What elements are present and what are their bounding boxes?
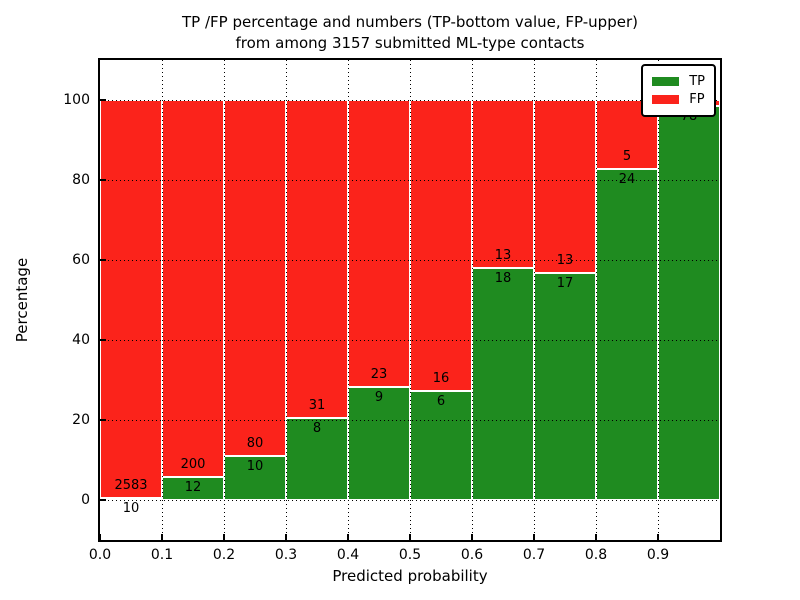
y-axis-label: Percentage	[13, 257, 31, 343]
legend-label: FP	[689, 92, 705, 107]
x-tick-mark	[347, 534, 349, 540]
y-tick-label: 100	[63, 92, 90, 108]
bar-fp-segment	[100, 100, 162, 499]
bar-tp-segment	[472, 267, 534, 500]
x-gridline	[162, 60, 163, 540]
bar-fp-segment	[410, 100, 472, 391]
x-tick-mark	[533, 534, 535, 540]
bar-tp-segment	[348, 387, 410, 500]
x-tick-label: 0.5	[398, 547, 422, 563]
x-tick-mark	[409, 534, 411, 540]
tp-count-label: 10	[246, 458, 264, 474]
bar-tp-segment	[224, 455, 286, 500]
x-tick-mark	[223, 534, 225, 540]
bar-fp-segment	[534, 100, 596, 274]
bar-fp-segment	[286, 100, 348, 418]
legend-label: TP	[689, 74, 705, 89]
bar-tp-segment	[534, 273, 596, 500]
bar-fp-segment	[162, 100, 224, 478]
x-gridline	[410, 60, 411, 540]
y-tick-label: 40	[72, 332, 90, 348]
x-tick-mark	[657, 534, 659, 540]
bar-fp-segment	[348, 100, 410, 388]
bar-tp-segment	[410, 390, 472, 500]
x-tick-label: 0.1	[150, 547, 174, 563]
x-gridline	[348, 60, 349, 540]
tp-count-label: 18	[494, 270, 512, 286]
x-tick-label: 0.3	[274, 547, 298, 563]
plot-area: 2583102001280103182391661318131752478 TP…	[98, 58, 722, 542]
y-tick-label: 20	[72, 412, 90, 428]
bar-fp-segment	[472, 100, 534, 268]
y-tick-mark	[100, 179, 106, 181]
x-gridline	[472, 60, 473, 540]
fp-legend-swatch	[652, 95, 680, 104]
tp-count-label: 10	[122, 501, 140, 517]
x-tick-label: 0.0	[88, 547, 112, 563]
bar-tp-segment	[596, 168, 658, 500]
tp-count-label: 8	[312, 420, 322, 436]
fp-count-label: 31	[308, 397, 326, 413]
x-tick-label: 0.9	[646, 547, 670, 563]
x-tick-mark	[471, 534, 473, 540]
x-tick-label: 0.8	[584, 547, 608, 563]
legend-item: TP	[652, 74, 705, 89]
legend-item: FP	[652, 92, 705, 107]
y-tick-label: 60	[72, 252, 90, 268]
bar-tp-segment	[286, 417, 348, 500]
y-tick-mark	[100, 419, 106, 421]
y-tick-mark	[100, 499, 106, 501]
fp-count-label: 23	[370, 367, 388, 383]
x-tick-label: 0.7	[522, 547, 546, 563]
x-tick-label: 0.6	[460, 547, 484, 563]
x-axis-label: Predicted probability	[332, 567, 488, 585]
x-tick-mark	[595, 534, 597, 540]
tp-count-label: 17	[556, 276, 574, 292]
bar-tp-segment	[658, 106, 720, 500]
fp-count-label: 13	[556, 253, 574, 269]
x-gridline	[286, 60, 287, 540]
x-tick-mark	[285, 534, 287, 540]
y-tick-label: 0	[81, 492, 90, 508]
fp-count-label: 200	[180, 457, 206, 473]
tp-count-label: 6	[436, 393, 446, 409]
y-tick-mark	[100, 99, 106, 101]
tp-count-label: 24	[618, 171, 636, 187]
bar-fp-segment	[224, 100, 286, 456]
chart-title-line1: TP /FP percentage and numbers (TP-bottom…	[182, 13, 638, 31]
y-tick-mark	[100, 259, 106, 261]
x-gridline	[596, 60, 597, 540]
fp-count-label: 80	[246, 435, 264, 451]
fp-count-label: 2583	[114, 478, 148, 494]
x-tick-label: 0.2	[212, 547, 236, 563]
x-tick-label: 0.4	[336, 547, 360, 563]
tp-legend-swatch	[652, 77, 680, 86]
fp-count-label: 13	[494, 247, 512, 263]
y-tick-label: 80	[72, 172, 90, 188]
fp-count-label: 5	[622, 148, 632, 164]
fp-count-label: 16	[432, 370, 450, 386]
chart-title-line2: from among 3157 submitted ML-type contac…	[235, 34, 585, 52]
x-gridline	[658, 60, 659, 540]
tp-count-label: 12	[184, 480, 202, 496]
x-gridline	[224, 60, 225, 540]
x-tick-mark	[161, 534, 163, 540]
tp-count-label: 9	[374, 390, 384, 406]
legend: TP FP	[641, 64, 716, 117]
x-tick-mark	[99, 534, 101, 540]
x-gridline	[534, 60, 535, 540]
y-tick-mark	[100, 339, 106, 341]
